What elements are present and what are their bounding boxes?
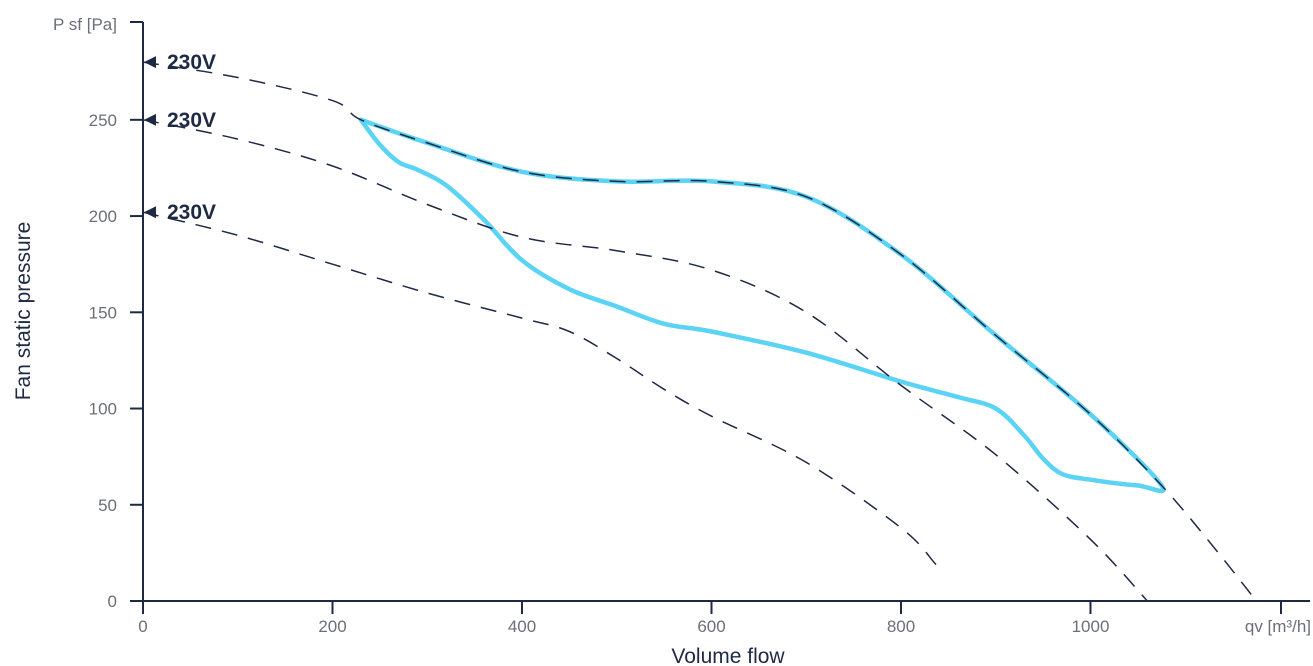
curve-label-2: 230V [167,109,216,132]
curve-group [142,61,1257,602]
x-tick-label: 0 [138,617,147,636]
y-axis-title: Fan static pressure [12,222,35,401]
x-unit-label: qv [m³/h] [1245,617,1311,636]
x-tick-group: 0 200 400 600 800 1000 [138,601,1282,636]
curve-label-1: 230V [167,51,216,74]
y-tick-group: 0 50 100 150 200 250 [89,21,143,611]
y-tick-label: 250 [89,111,117,130]
curve-label-3: 230V [167,201,216,224]
y-tick-label: 100 [89,400,117,419]
envelope-group [358,117,1166,494]
x-tick-label: 200 [318,617,346,636]
curve-label-group: 230V 230V 230V [144,51,216,224]
fan-curve-3 [142,211,940,571]
fan-curve-2 [142,119,1148,602]
operating-envelope [358,117,1166,494]
curve-arrow-1 [144,56,156,69]
x-tick-label: 1000 [1072,617,1110,636]
x-tick-label: 400 [508,617,536,636]
x-tick-label: 800 [887,617,915,636]
x-tick-label: 600 [697,617,725,636]
x-axis-title: Volume flow [671,645,785,666]
y-tick-label: 150 [89,303,117,322]
curve-arrow-3 [144,206,156,219]
y-tick-label: 50 [98,496,117,515]
y-unit-label: P sf [Pa] [53,15,117,34]
y-tick-label: 200 [89,207,117,226]
curve-arrow-2 [144,113,156,126]
y-tick-label: 0 [108,592,117,611]
